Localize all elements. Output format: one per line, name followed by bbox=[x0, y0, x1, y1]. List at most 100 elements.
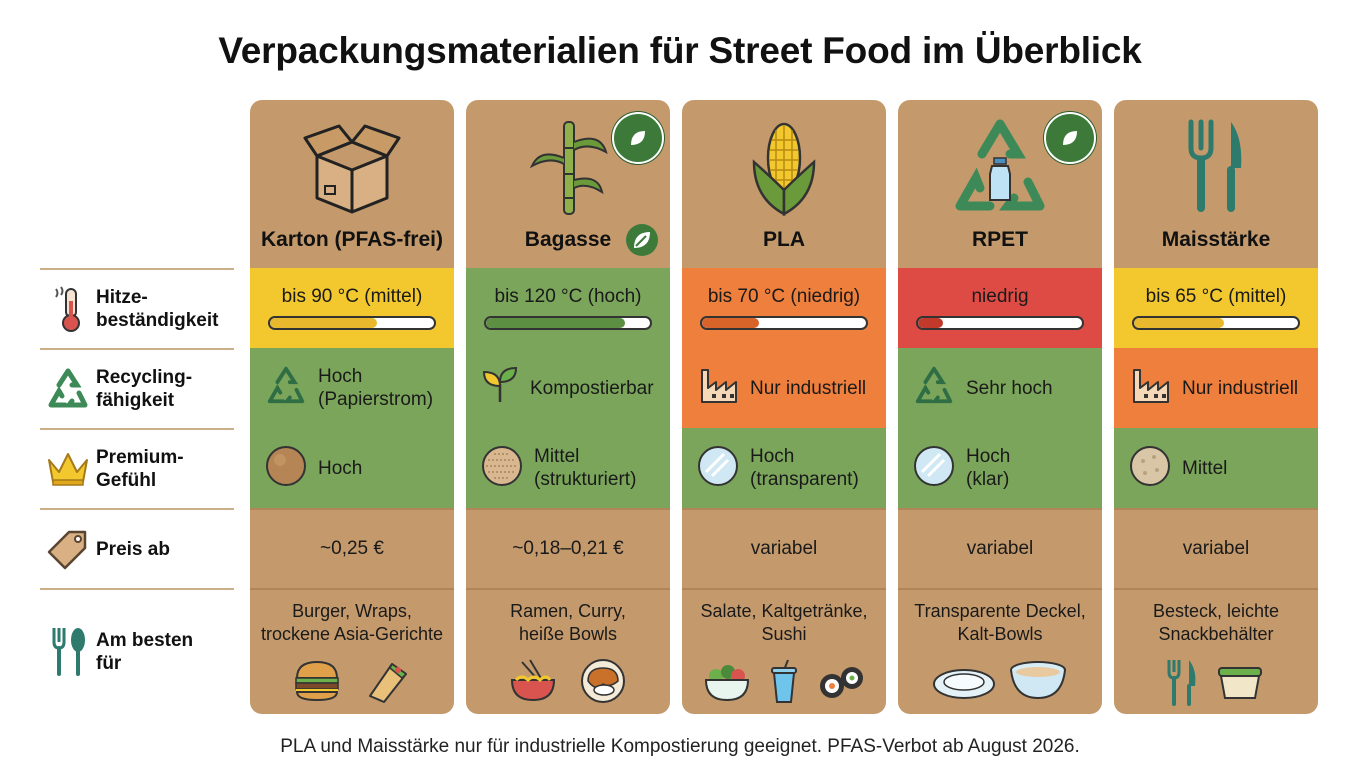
material-name: Maisstärke bbox=[1161, 228, 1271, 251]
cold-drink-icon bbox=[766, 658, 802, 709]
best-for-text: Burger, Wraps, trockene Asia-Gerichte bbox=[260, 601, 444, 644]
recycling-cell: Sehr hoch bbox=[898, 348, 1102, 428]
price-cell: variabel bbox=[898, 508, 1102, 588]
material-card-pla: PLA bis 70 °C (niedrig) Nur industriell … bbox=[682, 100, 886, 714]
heat-cell: bis 70 °C (niedrig) bbox=[682, 268, 886, 348]
material-name: Bagasse bbox=[524, 228, 612, 251]
row-label-premium: Premium- Gefühl bbox=[40, 428, 234, 508]
factory-icon bbox=[1128, 366, 1172, 411]
premium-cell: Mittel bbox=[1114, 428, 1318, 508]
ramen-bowl-icon bbox=[508, 658, 558, 709]
heat-bar-fill bbox=[918, 318, 943, 328]
heat-bar bbox=[916, 316, 1084, 330]
card-header: Bagasse bbox=[466, 100, 670, 268]
premium-cell: Hoch bbox=[250, 428, 454, 508]
recycling-cell: Nur industriell bbox=[682, 348, 886, 428]
best-for-cell: Burger, Wraps, trockene Asia-Gerichte bbox=[250, 588, 454, 714]
heat-bar bbox=[700, 316, 868, 330]
recycling-text: Sehr hoch bbox=[966, 377, 1053, 399]
recycling-cell: Nur industriell bbox=[1114, 348, 1318, 428]
recycled-bottle-icon bbox=[898, 118, 1102, 218]
starch-texture-icon bbox=[1128, 444, 1172, 493]
row-label-heat: Hitze- beständigkeit bbox=[40, 268, 234, 348]
row-label-text: Am besten für bbox=[96, 630, 194, 674]
material-card-bagasse: Bagasse bis 120 °C (hoch) Kompostierbar … bbox=[466, 100, 670, 714]
card-header: RPET bbox=[898, 100, 1102, 268]
material-name: Karton (PFAS-frei) bbox=[260, 228, 443, 251]
factory-icon bbox=[696, 366, 740, 411]
heat-bar bbox=[268, 316, 436, 330]
material-name: PLA bbox=[763, 228, 805, 251]
price-cell: variabel bbox=[682, 508, 886, 588]
sprout-icon bbox=[480, 366, 520, 411]
best-for-text: Transparente Deckel, Kalt-Bowls bbox=[914, 601, 1086, 644]
row-label-recycling: Recycling- fähigkeit bbox=[40, 348, 234, 428]
row-label-best-for: Am besten für bbox=[40, 588, 234, 714]
recycling-text: Hoch (Papierstrom) bbox=[318, 366, 434, 410]
row-label-price: Preis ab bbox=[40, 508, 234, 588]
heat-cell: bis 65 °C (mittel) bbox=[1114, 268, 1318, 348]
clear-bowl-icon bbox=[1008, 658, 1068, 709]
heat-text: bis 70 °C (niedrig) bbox=[707, 286, 861, 307]
recycling-cell: Kompostierbar bbox=[466, 348, 670, 428]
recycle-icon bbox=[264, 365, 308, 412]
row-label-text: Recycling- fähigkeit bbox=[96, 367, 193, 411]
premium-text: Hoch (klar) bbox=[966, 446, 1011, 490]
row-label-text: Premium- Gefühl bbox=[96, 447, 184, 491]
cutlery-icon bbox=[1165, 658, 1199, 713]
fiber-texture-icon bbox=[480, 444, 524, 493]
material-card-karton: Karton (PFAS-frei) bis 90 °C (mittel) Ho… bbox=[250, 100, 454, 714]
curry-plate-icon bbox=[578, 658, 628, 709]
heat-text: bis 120 °C (hoch) bbox=[494, 286, 642, 307]
transparent-disc-icon bbox=[912, 444, 956, 493]
recycling-cell: Hoch (Papierstrom) bbox=[250, 348, 454, 428]
transparent-disc-icon bbox=[696, 444, 740, 493]
crown-icon bbox=[40, 443, 96, 495]
price-cell: ~0,25 € bbox=[250, 508, 454, 588]
price-cell: variabel bbox=[1114, 508, 1318, 588]
heat-text: niedrig bbox=[971, 286, 1029, 307]
recycle-icon bbox=[912, 365, 956, 412]
heat-bar-fill bbox=[270, 318, 377, 328]
leaf-badge-icon bbox=[624, 222, 660, 263]
sushi-icon bbox=[816, 658, 866, 709]
wrap-icon bbox=[362, 658, 412, 709]
heat-cell: niedrig bbox=[898, 268, 1102, 348]
cutlery-icon bbox=[40, 626, 96, 678]
heat-text: bis 65 °C (mittel) bbox=[1145, 286, 1287, 307]
sugarcane-icon bbox=[466, 118, 670, 218]
best-for-cell: Besteck, leichte Snackbehälter bbox=[1114, 588, 1318, 714]
heat-bar bbox=[1132, 316, 1300, 330]
premium-text: Mittel bbox=[1182, 457, 1228, 479]
fork-knife-icon bbox=[1114, 118, 1318, 218]
material-card-rpet: RPET niedrig Sehr hoch Hoch (klar) varia… bbox=[898, 100, 1102, 714]
corn-icon bbox=[682, 118, 886, 218]
premium-cell: Mittel (strukturiert) bbox=[466, 428, 670, 508]
heat-bar-fill bbox=[1134, 318, 1225, 328]
cardboard-box-icon bbox=[250, 118, 454, 218]
best-for-cell: Transparente Deckel, Kalt-Bowls bbox=[898, 588, 1102, 714]
material-name: RPET bbox=[971, 228, 1028, 251]
recycling-text: Kompostierbar bbox=[530, 377, 654, 399]
heat-bar-fill bbox=[702, 318, 760, 328]
premium-text: Mittel (strukturiert) bbox=[534, 446, 637, 490]
row-label-text: Preis ab bbox=[96, 538, 170, 560]
recycle-icon bbox=[40, 363, 96, 415]
row-label-text: Hitze- beständigkeit bbox=[96, 287, 219, 331]
lid-icon bbox=[932, 658, 996, 709]
best-for-cell: Ramen, Curry, heiße Bowls bbox=[466, 588, 670, 714]
price-cell: ~0,18–0,21 € bbox=[466, 508, 670, 588]
material-card-maisstaerke: Maisstärke bis 65 °C (mittel) Nur indust… bbox=[1114, 100, 1318, 714]
thermometer-icon bbox=[40, 283, 96, 335]
card-header: Maisstärke bbox=[1114, 100, 1318, 268]
salad-bowl-icon bbox=[702, 658, 752, 709]
best-for-text: Besteck, leichte Snackbehälter bbox=[1152, 601, 1280, 644]
price-tag-icon bbox=[40, 523, 96, 575]
best-for-text: Salate, Kaltgetränke, Sushi bbox=[700, 601, 868, 644]
premium-text: Hoch bbox=[318, 457, 363, 479]
eco-seal-icon bbox=[612, 112, 664, 164]
kraft-texture-icon bbox=[264, 444, 308, 493]
page-title: Verpackungsmaterialien für Street Food i… bbox=[218, 30, 1142, 71]
heat-bar bbox=[484, 316, 652, 330]
snack-box-icon bbox=[1213, 658, 1267, 713]
